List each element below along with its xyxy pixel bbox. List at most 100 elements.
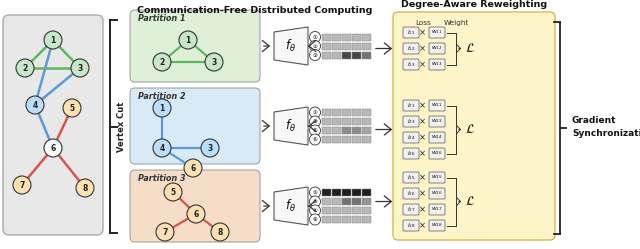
Bar [352, 52, 361, 59]
Bar [342, 207, 351, 214]
Text: $l_{11}$: $l_{11}$ [407, 28, 415, 37]
Circle shape [71, 59, 89, 77]
Bar [342, 198, 351, 205]
FancyBboxPatch shape [130, 10, 260, 82]
Bar [352, 34, 361, 41]
FancyBboxPatch shape [429, 220, 445, 231]
Text: $\mathcal{L}$: $\mathcal{L}$ [465, 195, 475, 208]
Text: 5: 5 [69, 104, 75, 113]
Text: Weight: Weight [444, 20, 468, 26]
FancyBboxPatch shape [429, 172, 445, 183]
Text: Gradient
Synchronization: Gradient Synchronization [572, 116, 640, 138]
Text: $l_{16}$: $l_{16}$ [406, 189, 415, 198]
Circle shape [310, 32, 321, 43]
Text: $w_{21}$: $w_{21}$ [431, 102, 443, 110]
Text: 4: 4 [33, 101, 38, 110]
Circle shape [76, 179, 94, 197]
FancyBboxPatch shape [429, 148, 445, 159]
Bar [322, 189, 331, 196]
Bar [322, 109, 331, 116]
Bar [332, 127, 341, 134]
Bar [322, 43, 331, 50]
FancyBboxPatch shape [403, 188, 419, 199]
Text: $w_{26}$: $w_{26}$ [431, 150, 443, 157]
Text: ⑧: ⑧ [312, 217, 317, 222]
Bar [352, 127, 361, 134]
Circle shape [310, 107, 321, 118]
Bar [362, 127, 371, 134]
Circle shape [153, 139, 171, 157]
Text: ×: × [419, 101, 426, 110]
Text: ④: ④ [312, 128, 317, 133]
Bar [362, 207, 371, 214]
Bar [332, 52, 341, 59]
Bar [362, 34, 371, 41]
Bar [342, 43, 351, 50]
Bar [332, 189, 341, 196]
Text: 1: 1 [186, 36, 191, 45]
Bar [362, 198, 371, 205]
Text: $f_\theta$: $f_\theta$ [285, 118, 296, 134]
Bar [352, 198, 361, 205]
Text: $w_{18}$: $w_{18}$ [431, 222, 443, 229]
FancyBboxPatch shape [429, 27, 445, 38]
FancyBboxPatch shape [403, 27, 419, 38]
Bar [362, 118, 371, 125]
Text: ③: ③ [312, 53, 317, 58]
Text: ×: × [419, 221, 426, 230]
Bar [342, 34, 351, 41]
Text: ⑦: ⑦ [312, 208, 317, 213]
Text: $w_{17}$: $w_{17}$ [431, 206, 443, 213]
Text: $l_{15}$: $l_{15}$ [406, 173, 415, 182]
Text: $l_{21}$: $l_{21}$ [407, 101, 415, 110]
Circle shape [310, 125, 321, 136]
Bar [342, 118, 351, 125]
Bar [332, 43, 341, 50]
Text: $w_{12}$: $w_{12}$ [431, 45, 443, 53]
FancyBboxPatch shape [403, 132, 419, 143]
Bar [332, 34, 341, 41]
Bar [342, 189, 351, 196]
Bar [322, 52, 331, 59]
Circle shape [153, 99, 171, 117]
Text: ×: × [419, 173, 426, 182]
Text: ×: × [419, 44, 426, 53]
Circle shape [310, 134, 321, 145]
Bar [322, 207, 331, 214]
Text: $f_\theta$: $f_\theta$ [285, 38, 296, 54]
Circle shape [63, 99, 81, 117]
Text: Partition 2: Partition 2 [138, 91, 186, 101]
Circle shape [310, 205, 321, 216]
Text: Loss: Loss [415, 20, 431, 26]
Text: ⑥: ⑥ [312, 137, 317, 142]
Bar [362, 216, 371, 223]
Text: 1: 1 [51, 36, 56, 45]
Text: $w_{15}$: $w_{15}$ [431, 174, 443, 182]
Text: 3: 3 [207, 143, 212, 152]
Circle shape [164, 183, 182, 201]
Text: ③: ③ [312, 119, 317, 124]
Text: $l_{12}$: $l_{12}$ [407, 44, 415, 53]
Bar [342, 52, 351, 59]
Polygon shape [274, 107, 308, 145]
Circle shape [184, 159, 202, 177]
Text: 2: 2 [22, 63, 28, 72]
Text: $l_{17}$: $l_{17}$ [407, 205, 415, 214]
Text: $w_{24}$: $w_{24}$ [431, 133, 443, 141]
Text: ⑤: ⑤ [312, 190, 317, 195]
Circle shape [310, 50, 321, 61]
Circle shape [179, 31, 197, 49]
Bar [352, 216, 361, 223]
Bar [332, 207, 341, 214]
Text: 8: 8 [83, 184, 88, 192]
Circle shape [310, 187, 321, 198]
Text: 6: 6 [193, 209, 198, 219]
Text: Communication-Free Distributed Computing: Communication-Free Distributed Computing [138, 6, 372, 15]
FancyBboxPatch shape [403, 148, 419, 159]
Bar [322, 127, 331, 134]
FancyBboxPatch shape [403, 100, 419, 111]
FancyBboxPatch shape [403, 59, 419, 70]
Bar [352, 109, 361, 116]
FancyBboxPatch shape [429, 100, 445, 111]
FancyBboxPatch shape [393, 12, 555, 240]
